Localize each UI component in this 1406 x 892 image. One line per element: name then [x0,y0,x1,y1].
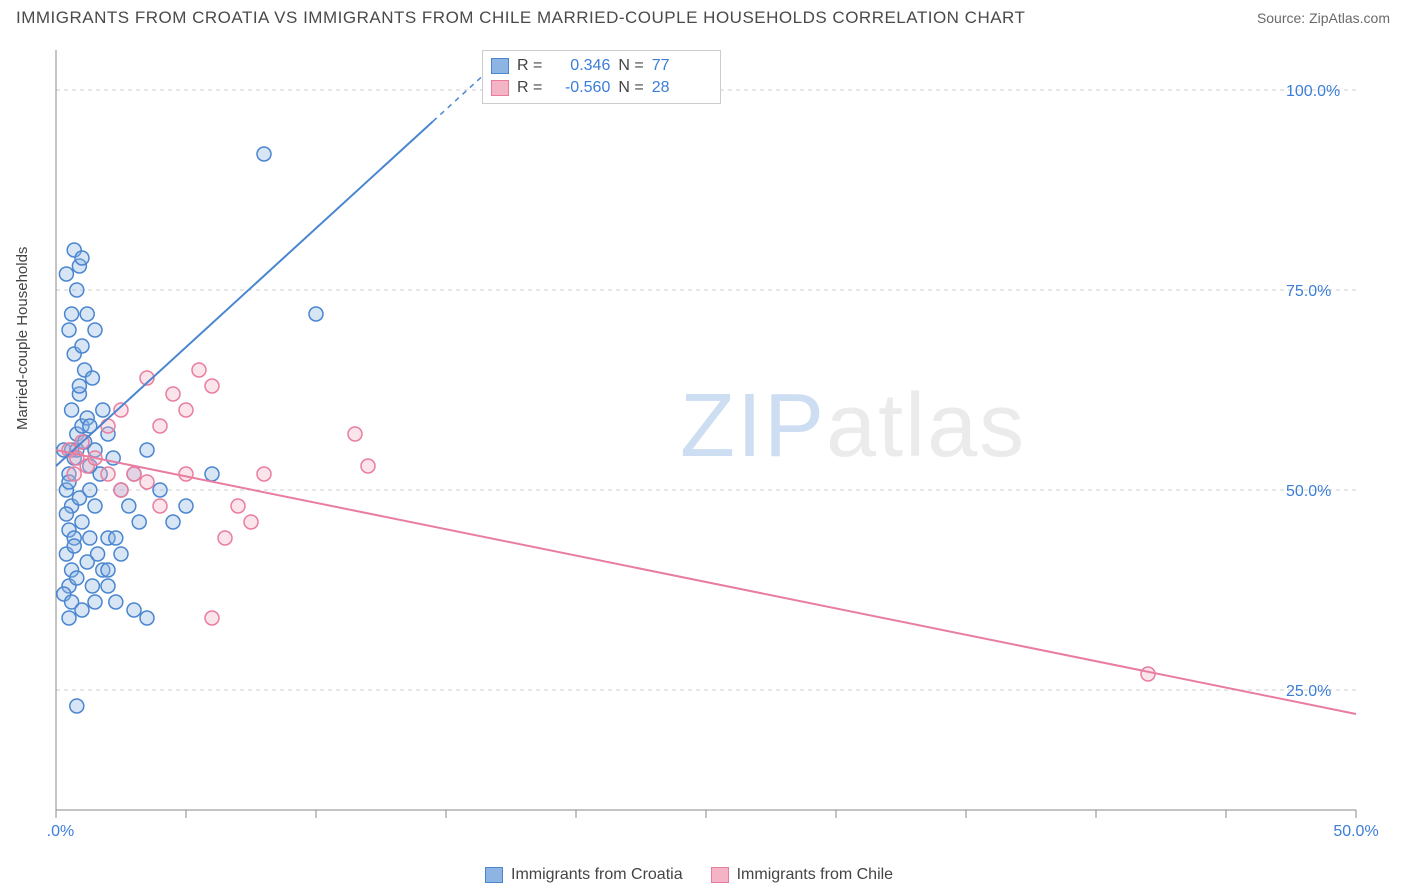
data-point [91,547,105,561]
data-point [218,531,232,545]
data-point [67,539,81,553]
data-point [166,387,180,401]
data-point [192,363,206,377]
data-point [65,307,79,321]
chart-area: 25.0%50.0%75.0%100.0%0.0%50.0% [46,40,1386,830]
data-point [127,603,141,617]
legend-swatch [485,867,503,883]
legend-item: Immigrants from Croatia [485,866,683,884]
legend-item: Immigrants from Chile [711,866,893,884]
data-point [166,515,180,529]
data-point [70,699,84,713]
data-point [101,419,115,433]
trend-line [56,121,433,466]
source-link[interactable]: ZipAtlas.com [1309,10,1390,26]
x-tick-label: 0.0% [46,823,74,840]
data-point [88,595,102,609]
data-point [231,499,245,513]
data-point [88,499,102,513]
data-point [88,323,102,337]
data-point [205,467,219,481]
data-point [309,307,323,321]
data-point [96,403,110,417]
r-value: -0.560 [550,77,610,99]
n-value: 77 [652,55,712,77]
data-point [127,467,141,481]
data-point [153,483,167,497]
data-point [85,579,99,593]
data-point [70,571,84,585]
legend-label: Immigrants from Croatia [511,866,683,884]
n-value: 28 [652,77,712,99]
info-row: R =0.346N =77 [491,55,712,77]
data-point [1141,667,1155,681]
data-point [72,379,86,393]
data-point [75,603,89,617]
data-point [140,611,154,625]
legend-swatch [491,58,509,74]
legend-swatch [711,867,729,883]
data-point [83,531,97,545]
data-point [179,403,193,417]
data-point [85,371,99,385]
data-point [62,611,76,625]
data-point [75,515,89,529]
y-tick-label: 50.0% [1286,483,1331,500]
x-tick-label: 50.0% [1333,823,1378,840]
chart-source: Source: ZipAtlas.com [1257,10,1390,26]
data-point [140,443,154,457]
correlation-info-box: R =0.346N =77R =-0.560N =28 [482,50,721,104]
data-point [59,507,73,521]
data-point [109,531,123,545]
data-point [75,339,89,353]
data-point [67,467,81,481]
data-point [179,467,193,481]
data-point [83,483,97,497]
data-point [153,419,167,433]
data-point [65,403,79,417]
data-point [80,307,94,321]
y-tick-label: 100.0% [1286,83,1340,100]
chart-header: IMMIGRANTS FROM CROATIA VS IMMIGRANTS FR… [0,0,1406,32]
data-point [257,467,271,481]
data-point [114,483,128,497]
data-point [140,475,154,489]
scatter-chart-svg: 25.0% 50.0% 75.0% 100.0% 0.0% 50.0% [46,40,1386,840]
data-point [70,283,84,297]
data-point [361,459,375,473]
data-point [114,547,128,561]
data-point [153,499,167,513]
data-point [205,379,219,393]
data-point [122,499,136,513]
data-point [257,147,271,161]
data-point [132,515,146,529]
legend-label: Immigrants from Chile [737,866,893,884]
data-point [62,323,76,337]
r-value: 0.346 [550,55,610,77]
data-point [59,267,73,281]
info-row: R =-0.560N =28 [491,77,712,99]
data-point [101,579,115,593]
data-point [109,595,123,609]
data-point [179,499,193,513]
data-point [205,611,219,625]
y-axis-label: Married-couple Households [14,247,31,430]
data-point [244,515,258,529]
chart-title: IMMIGRANTS FROM CROATIA VS IMMIGRANTS FR… [16,8,1025,28]
y-tick-label: 25.0% [1286,683,1331,700]
data-point [101,563,115,577]
y-tick-label: 75.0% [1286,283,1331,300]
data-point [101,467,115,481]
data-point [75,251,89,265]
legend-swatch [491,80,509,96]
legend-bottom: Immigrants from Croatia Immigrants from C… [485,866,893,884]
data-point [348,427,362,441]
